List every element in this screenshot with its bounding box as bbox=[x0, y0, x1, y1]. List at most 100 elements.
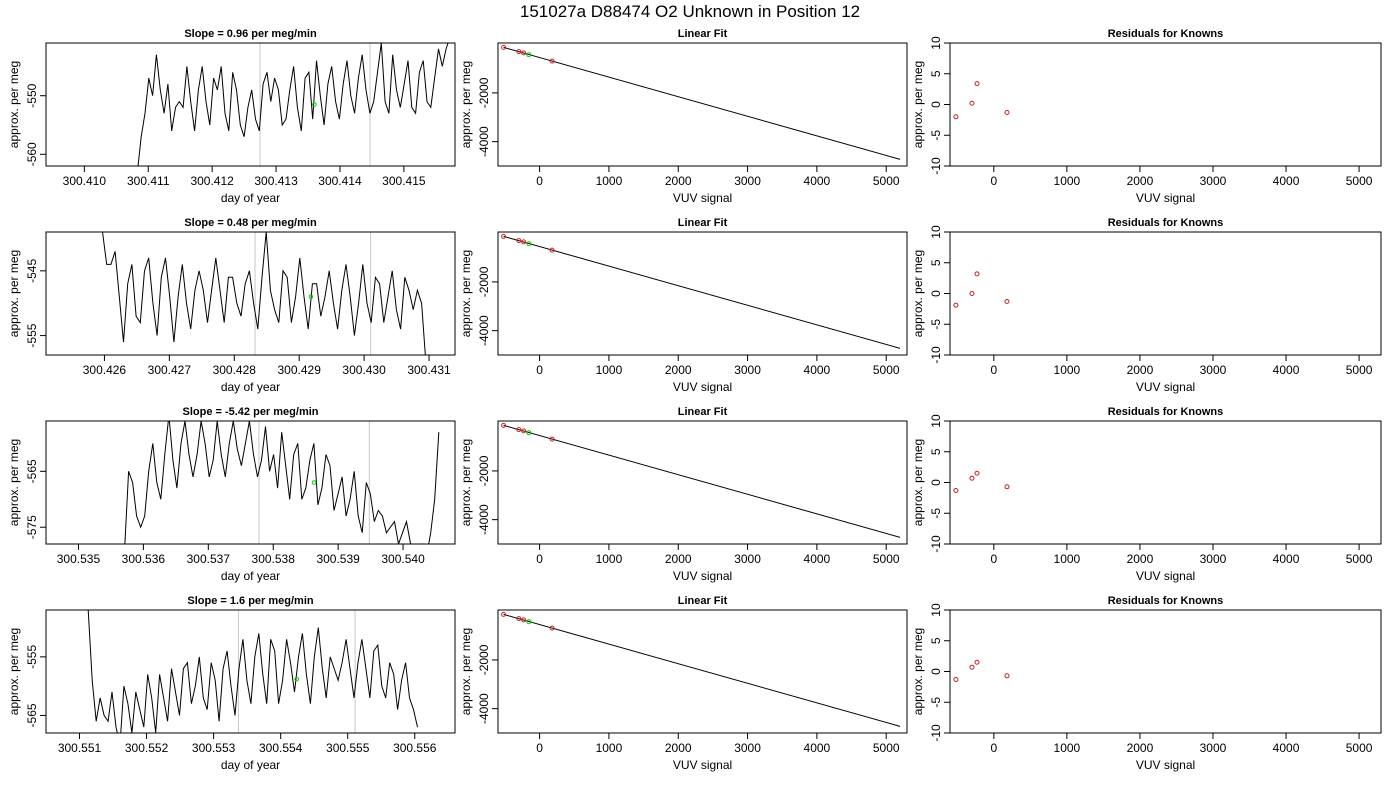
x-tick-label: 5000 bbox=[1346, 363, 1373, 377]
known-point bbox=[521, 428, 527, 434]
x-axis-label: VUV signal bbox=[1136, 380, 1195, 394]
known-point bbox=[521, 239, 527, 245]
y-tick-label: -4000 bbox=[477, 126, 491, 157]
plot-frame bbox=[45, 609, 456, 734]
plot-frame bbox=[45, 231, 456, 356]
y-tick-label: -565 bbox=[25, 459, 39, 483]
plot-area bbox=[501, 233, 901, 349]
x-tick-label: 3000 bbox=[1200, 552, 1227, 566]
chart-panel: Linear Fit 0 1000 2000 3000 4000 5000 -2000 -400… bbox=[459, 406, 908, 583]
residual-point bbox=[974, 81, 980, 87]
y-tick-label: -10 bbox=[929, 535, 943, 553]
x-tick-label: 300.535 bbox=[57, 552, 101, 566]
known-point bbox=[516, 49, 522, 55]
plot-frame bbox=[949, 609, 1382, 734]
x-axis-label: day of year bbox=[221, 758, 280, 772]
figure-title: 151027a D88474 O2 Unknown in Position 12 bbox=[520, 2, 860, 21]
y-tick-label: -10 bbox=[929, 724, 943, 742]
y-tick-label: -575 bbox=[25, 515, 39, 539]
panel-title: Residuals for Knowns bbox=[1108, 406, 1224, 418]
plot-area bbox=[124, 421, 440, 544]
x-tick-label: 5000 bbox=[873, 741, 900, 755]
x-tick-label: 300.431 bbox=[407, 363, 451, 377]
x-tick-label: 4000 bbox=[804, 174, 831, 188]
plot-frame bbox=[497, 231, 908, 356]
series-line bbox=[124, 421, 440, 544]
chart-panel: Linear Fit 0 1000 2000 3000 4000 5000 -2000 -400… bbox=[459, 595, 908, 772]
known-point bbox=[501, 422, 507, 428]
y-tick-label: 0 bbox=[929, 290, 943, 297]
x-tick-label: 300.554 bbox=[259, 741, 303, 755]
plot-area bbox=[953, 81, 1010, 120]
unknown-point bbox=[526, 52, 532, 58]
plot-frame bbox=[45, 420, 456, 545]
x-tick-label: 300.412 bbox=[190, 174, 234, 188]
known-point bbox=[549, 58, 555, 64]
x-axis-label: VUV signal bbox=[1136, 191, 1195, 205]
x-tick-label: 3000 bbox=[1200, 363, 1227, 377]
residual-point bbox=[974, 470, 980, 476]
x-tick-label: 300.551 bbox=[58, 741, 102, 755]
panel-title: Slope = 0.48 per meg/min bbox=[184, 217, 317, 229]
x-tick-label: 300.426 bbox=[83, 363, 127, 377]
unknown-mean-point bbox=[308, 294, 314, 300]
y-tick-label: -5 bbox=[929, 697, 943, 708]
y-tick-label: -560 bbox=[25, 142, 39, 166]
plot-area bbox=[87, 610, 418, 733]
unknown-point bbox=[526, 430, 532, 436]
x-tick-label: 1000 bbox=[1054, 552, 1081, 566]
y-tick-label: -4000 bbox=[477, 504, 491, 535]
x-tick-label: 2000 bbox=[1127, 552, 1154, 566]
x-tick-label: 300.553 bbox=[192, 741, 236, 755]
x-tick-label: 5000 bbox=[1346, 174, 1373, 188]
x-tick-label: 2000 bbox=[665, 174, 692, 188]
x-tick-label: 300.414 bbox=[318, 174, 362, 188]
plot-area bbox=[953, 271, 1010, 308]
y-tick-label: 0 bbox=[929, 668, 943, 675]
x-tick-label: 300.411 bbox=[127, 174, 170, 188]
x-tick-label: 4000 bbox=[1273, 174, 1300, 188]
x-tick-label: 4000 bbox=[1273, 363, 1300, 377]
fit-line bbox=[503, 613, 901, 727]
panel-title: Slope = -5.42 per meg/min bbox=[182, 406, 318, 418]
chart-panel: Slope = -5.42 per meg/min 300.535 300.536 3… bbox=[7, 406, 456, 583]
x-tick-label: 300.427 bbox=[148, 363, 192, 377]
x-tick-label: 2000 bbox=[1127, 174, 1154, 188]
residual-point bbox=[953, 676, 959, 682]
x-axis-label: VUV signal bbox=[673, 569, 732, 583]
y-tick-label: 5 bbox=[929, 70, 943, 77]
unknown-point bbox=[526, 241, 532, 247]
series-line bbox=[137, 43, 449, 166]
panel-title: Residuals for Knowns bbox=[1108, 217, 1224, 229]
x-axis-label: VUV signal bbox=[673, 191, 732, 205]
x-tick-label: 0 bbox=[536, 363, 543, 377]
residual-point bbox=[969, 291, 975, 296]
y-tick-label: 5 bbox=[929, 637, 943, 644]
known-point bbox=[501, 233, 507, 239]
panel-title: Residuals for Knowns bbox=[1108, 595, 1224, 607]
y-tick-label: 10 bbox=[929, 225, 943, 239]
x-tick-label: 300.555 bbox=[326, 741, 370, 755]
x-tick-label: 300.537 bbox=[187, 552, 231, 566]
x-tick-label: 4000 bbox=[804, 363, 831, 377]
plot-frame bbox=[497, 420, 908, 545]
y-tick-label: -550 bbox=[25, 83, 39, 107]
x-tick-label: 0 bbox=[990, 174, 997, 188]
y-tick-label: -5 bbox=[929, 319, 943, 330]
x-tick-label: 1000 bbox=[596, 363, 623, 377]
y-tick-label: 10 bbox=[929, 36, 943, 50]
x-tick-label: 300.552 bbox=[125, 741, 169, 755]
chart-panel: Residuals for Knowns 0 1000 2000 3000 4000 500… bbox=[911, 595, 1382, 772]
y-tick-label: -5 bbox=[929, 508, 943, 519]
known-point bbox=[521, 50, 527, 56]
residual-point bbox=[969, 664, 975, 670]
unknown-mean-point bbox=[311, 480, 317, 485]
y-tick-label: -10 bbox=[929, 157, 943, 175]
residual-point bbox=[1004, 484, 1010, 490]
plot-frame bbox=[949, 42, 1382, 167]
y-tick-label: -2000 bbox=[477, 266, 491, 297]
y-tick-label: 10 bbox=[929, 603, 943, 617]
plot-area bbox=[953, 659, 1010, 682]
panel-title: Residuals for Knowns bbox=[1108, 28, 1224, 40]
